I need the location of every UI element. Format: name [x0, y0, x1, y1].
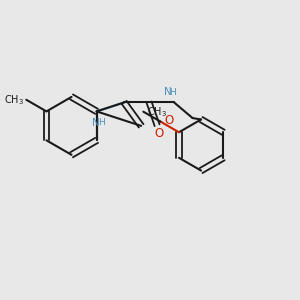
- Text: N: N: [92, 118, 99, 128]
- Text: N: N: [164, 87, 172, 97]
- Text: CH$_3$: CH$_3$: [147, 105, 167, 118]
- Text: H: H: [98, 118, 105, 127]
- Text: O: O: [154, 128, 163, 140]
- Text: H: H: [169, 88, 176, 97]
- Text: CH$_3$: CH$_3$: [4, 93, 24, 107]
- Text: O: O: [164, 114, 173, 127]
